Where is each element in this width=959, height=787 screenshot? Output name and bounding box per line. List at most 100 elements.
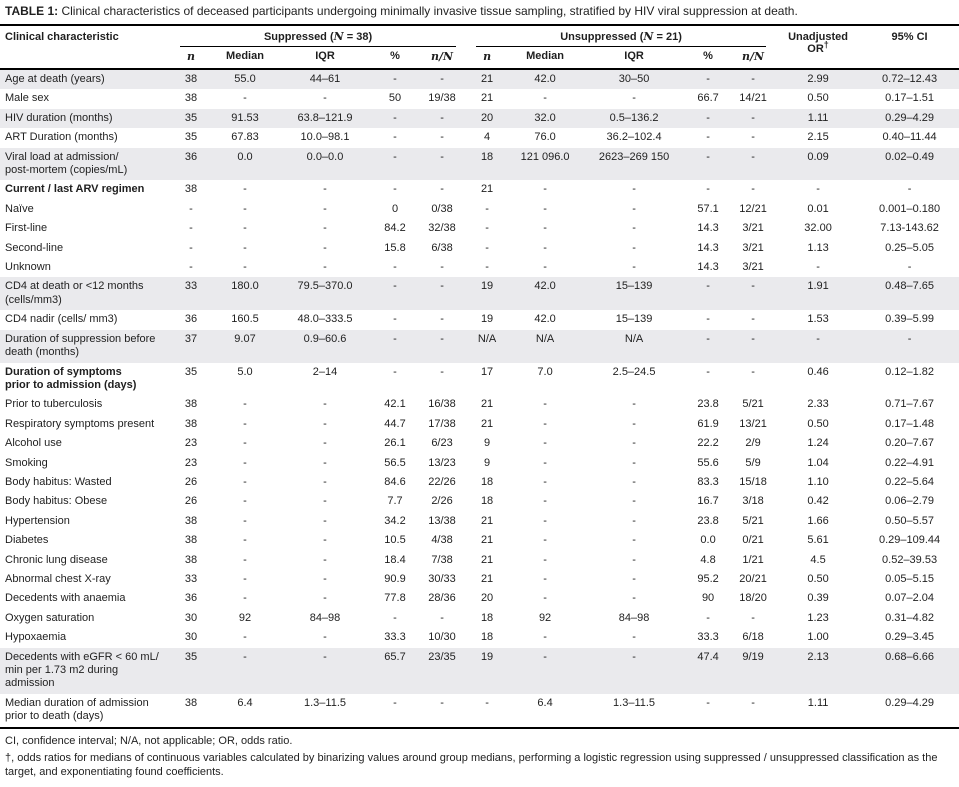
cell: 0.39–5.99 <box>885 313 935 326</box>
cell: - <box>543 592 547 605</box>
col-median-suppressed: Median <box>226 50 264 62</box>
cell: - <box>543 650 547 663</box>
cell: - <box>543 183 547 196</box>
cell: 13/23 <box>428 456 456 469</box>
cell: N/A <box>535 332 555 345</box>
cell: - <box>485 202 489 215</box>
cell: - <box>751 365 755 378</box>
cell: 3/21 <box>742 241 764 254</box>
cell: - <box>751 313 755 326</box>
table-row: Prior to tuberculosis 38 - - 42.1 16/38 21 - - 23… <box>0 395 959 414</box>
cell: 0.68–6.66 <box>885 650 935 663</box>
table-row: ART Duration (months) 35 67.83 10.0–98.1 - - 4… <box>0 128 959 147</box>
table-row: Unknown - - - - - - - - 14.3 3/21 - - <box>0 258 959 277</box>
cell: - <box>632 417 636 430</box>
cell: 0.29–109.44 <box>878 534 941 547</box>
table-footnotes: CI, confidence interval; N/A, not applic… <box>0 729 959 787</box>
cell: 0.25–5.05 <box>885 241 935 254</box>
cell: - <box>323 398 327 411</box>
cell: 90.9 <box>384 572 406 585</box>
table-row: Duration of symptoms prior to admission … <box>0 363 959 396</box>
cell: - <box>543 261 547 274</box>
row-label: Body habitus: Obese <box>5 495 108 508</box>
table-row: Age at death (years) 38 55.0 44–61 - - 21 42.0 3… <box>0 69 959 90</box>
cell: 47.4 <box>697 650 719 663</box>
table-row: Current / last ARV regimen 38 - - - - 21 - - - - - - <box>0 180 959 199</box>
cell: - <box>323 437 327 450</box>
row-label: CD4 nadir (cells/ mm3) <box>5 313 118 326</box>
cell: 6/23 <box>431 437 453 450</box>
table-row: Hypertension 38 - - 34.2 13/38 21 - - 23.8 5/21 1.6… <box>0 512 959 531</box>
cell: 0.0 <box>237 150 253 163</box>
cell: 121 096.0 <box>520 150 570 163</box>
cell: 15.8 <box>384 241 406 254</box>
cell: 0.72–12.43 <box>882 73 938 85</box>
row-label: Duration of suppression before death (mo… <box>5 332 156 359</box>
table-row: Respiratory symptoms present 38 - - 44.7 17/3… <box>0 415 959 434</box>
table-row: Body habitus: Obese 26 - - 7.7 2/26 18 - - 16.7 3/… <box>0 492 959 511</box>
cell: 0.001–0.180 <box>878 202 941 215</box>
cell: 1.24 <box>807 437 829 450</box>
cell: 36 <box>184 592 198 605</box>
cell: - <box>243 222 247 235</box>
cell: 14.3 <box>697 222 719 235</box>
cell: 0.17–1.48 <box>885 417 935 430</box>
cell: 7.7 <box>387 495 403 508</box>
cell: 21 <box>480 534 494 547</box>
cell: - <box>543 202 547 215</box>
cell: - <box>706 313 710 326</box>
row-label: Body habitus: Wasted <box>5 475 112 488</box>
cell: - <box>440 313 444 326</box>
table-header: Clinical characteristic Suppressed (N = … <box>0 26 959 69</box>
row-label: Male sex <box>5 92 50 105</box>
cell: 95.2 <box>697 572 719 585</box>
cell: 4.5 <box>810 553 826 566</box>
cell: 38 <box>184 183 198 196</box>
table-row: Hypoxaemia 30 - - 33.3 10/30 18 - - 33.3 6/18 1.00 0… <box>0 628 959 647</box>
cell: 20 <box>480 592 494 605</box>
cell: - <box>323 456 327 469</box>
cell: - <box>323 495 327 508</box>
cell: 3/21 <box>742 222 764 235</box>
cell: 15–139 <box>615 313 653 326</box>
cell: - <box>632 495 636 508</box>
cell: - <box>632 261 636 274</box>
cell: 92 <box>538 611 552 624</box>
cell: - <box>393 332 397 345</box>
cell: 18 <box>480 611 494 624</box>
cell: 0.31–4.82 <box>885 611 935 624</box>
cell: 0.9–60.6 <box>303 332 347 345</box>
cell: - <box>632 241 636 254</box>
cell: 0.12–1.82 <box>885 365 935 378</box>
cell: - <box>543 398 547 411</box>
cell: - <box>543 475 547 488</box>
cell: - <box>323 631 327 644</box>
cell: 32/38 <box>428 222 456 235</box>
row-label: Alcohol use <box>5 437 62 450</box>
cell: 0.29–4.29 <box>885 111 935 124</box>
col-iqr-unsuppressed: IQR <box>624 50 644 62</box>
cell: - <box>543 222 547 235</box>
cell: 7.13-143.62 <box>880 222 939 235</box>
col-percent-unsuppressed: % <box>703 50 713 62</box>
cell: 0.29–4.29 <box>885 696 935 709</box>
cell: - <box>393 150 397 163</box>
cell: - <box>323 222 327 235</box>
cell: 23.8 <box>697 514 719 527</box>
cell: 1.13 <box>807 241 829 254</box>
cell: - <box>751 131 755 144</box>
cell: - <box>243 92 247 105</box>
row-label: Hypoxaemia <box>5 631 67 644</box>
cell: 22.2 <box>697 437 719 450</box>
table-row: CD4 nadir (cells/ mm3) 36 160.5 48.0–333.5 -… <box>0 310 959 329</box>
cell: - <box>393 261 397 274</box>
table-row: Alcohol use 23 - - 26.1 6/23 9 - - 22.2 2/9 1.24 0.2… <box>0 434 959 453</box>
cell: - <box>243 534 247 547</box>
cell: - <box>323 417 327 430</box>
cell: - <box>393 611 397 624</box>
cell: 23 <box>184 437 198 450</box>
cell: - <box>243 202 247 215</box>
cell: - <box>706 131 710 144</box>
row-label: Viral load at admission/ post-mortem (co… <box>5 150 128 177</box>
row-label: CD4 at death or <12 months (cells/mm3) <box>5 280 144 306</box>
